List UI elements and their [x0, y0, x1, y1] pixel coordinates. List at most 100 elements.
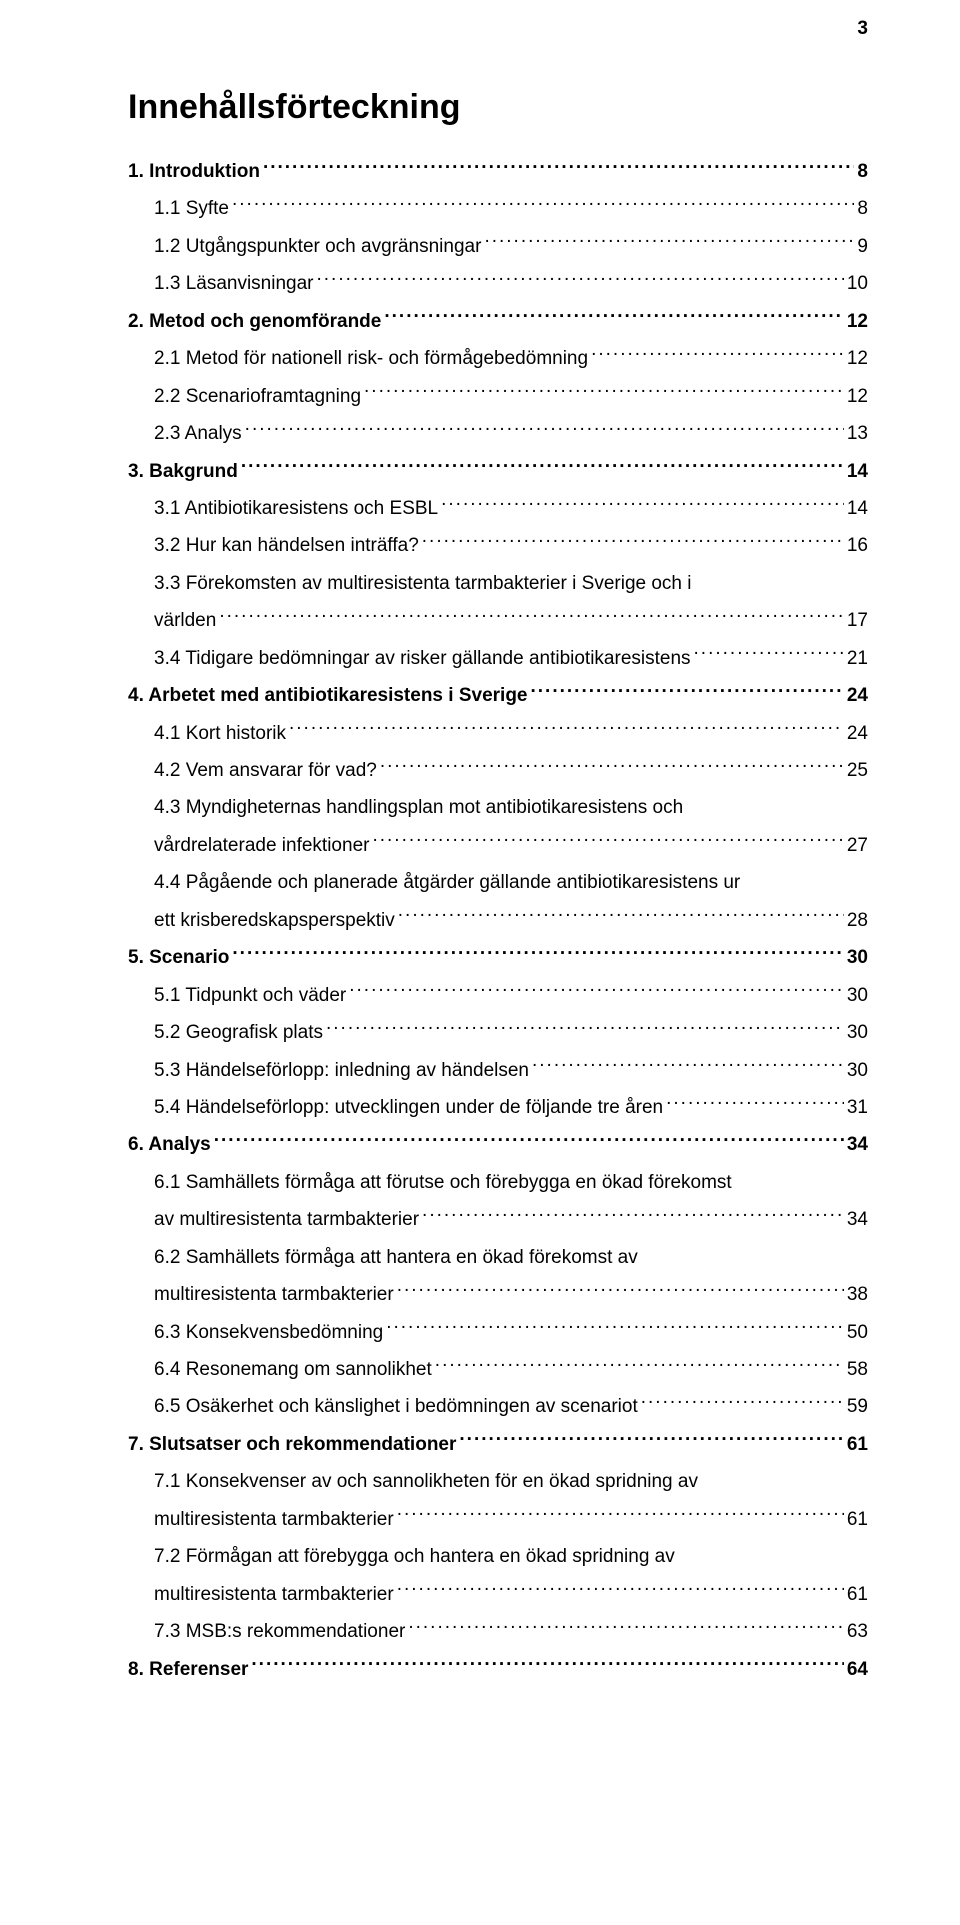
toc-entry-page: 24 — [847, 681, 868, 710]
toc-entry: 4. Arbetet med antibiotikaresistens i Sv… — [128, 677, 868, 714]
toc-entry-page: 9 — [857, 232, 868, 261]
toc-entry-page: 31 — [847, 1093, 868, 1122]
toc-entry: 5. Scenario30 — [128, 939, 868, 976]
toc-entry-page: 50 — [847, 1318, 868, 1347]
toc-entry: 3. Bakgrund 14 — [128, 453, 868, 490]
toc-leader — [397, 1281, 844, 1300]
toc-entry: 3.1 Antibiotikaresistens och ESBL14 — [128, 490, 868, 527]
toc-entry-label: 6.1 Samhällets förmåga att förutse och f… — [154, 1168, 732, 1197]
toc-leader — [531, 682, 844, 701]
toc-entry-label: 2.2 Scenarioframtagning — [154, 382, 361, 411]
toc-entry-label: 2.3 Analys — [154, 419, 242, 448]
toc-entry-label: 6. Analys — [128, 1130, 211, 1159]
toc-leader — [397, 1506, 844, 1525]
toc-entry: multiresistenta tarmbakterier 61 — [128, 1501, 868, 1538]
toc-entry-label: 5. Scenario — [128, 943, 229, 972]
toc-entry: 7. Slutsatser och rekommendationer 61 — [128, 1426, 868, 1463]
toc-entry-page: 21 — [847, 644, 868, 673]
toc-entry-page: 63 — [847, 1617, 868, 1646]
toc-entry: 2. Metod och genomförande12 — [128, 303, 868, 340]
toc-entry: 4.4 Pågående och planerade åtgärder gäll… — [128, 864, 868, 901]
toc-leader — [441, 495, 844, 514]
toc-leader — [666, 1094, 844, 1113]
toc-entry: 1.1 Syfte 8 — [128, 190, 868, 227]
toc-entry-page: 17 — [847, 606, 868, 635]
toc-entry-label: multiresistenta tarmbakterier — [154, 1505, 394, 1534]
toc-entry: ett krisberedskapsperspektiv 28 — [128, 902, 868, 939]
toc-entry-page: 16 — [847, 531, 868, 560]
toc-entry-label: 4.1 Kort historik — [154, 719, 286, 748]
toc-entry-page: 34 — [847, 1130, 868, 1159]
toc-entry-page: 27 — [847, 831, 868, 860]
toc-leader — [694, 645, 844, 664]
toc-entry-page: 64 — [847, 1655, 868, 1684]
toc-entry: 2.2 Scenarioframtagning 12 — [128, 378, 868, 415]
toc-entry: 7.3 MSB:s rekommendationer63 — [128, 1613, 868, 1650]
toc-entry: 4.3 Myndigheternas handlingsplan mot ant… — [128, 789, 868, 826]
toc-leader — [219, 607, 844, 626]
toc-entry: 5.2 Geografisk plats30 — [128, 1014, 868, 1051]
toc-entry-label: 2.1 Metod för nationell risk- och förmåg… — [154, 344, 588, 373]
toc-entry-label: 1.1 Syfte — [154, 194, 229, 223]
toc-entry: vårdrelaterade infektioner 27 — [128, 827, 868, 864]
toc-entry-label: vårdrelaterade infektioner — [154, 831, 369, 860]
toc-entry-label: 4. Arbetet med antibiotikaresistens i Sv… — [128, 681, 528, 710]
toc-list: 1. Introduktion81.1 Syfte81.2 Utgångspun… — [128, 153, 868, 1688]
toc-entry: 4.2 Vem ansvarar för vad?25 — [128, 752, 868, 789]
toc-leader — [364, 383, 844, 402]
toc-entry: 5.4 Händelseförlopp: utvecklingen under … — [128, 1089, 868, 1126]
toc-leader — [484, 233, 854, 252]
toc-entry-page: 24 — [847, 719, 868, 748]
toc-leader — [397, 1581, 844, 1600]
toc-entry-page: 38 — [847, 1280, 868, 1309]
toc-entry-label: multiresistenta tarmbakterier — [154, 1580, 394, 1609]
toc-leader — [349, 982, 844, 1001]
toc-entry-page: 8 — [857, 157, 868, 186]
page: 3 Innehållsförteckning 1. Introduktion81… — [0, 0, 960, 1748]
toc-leader — [245, 420, 844, 439]
toc-leader — [232, 944, 843, 963]
toc-leader — [641, 1393, 844, 1412]
toc-entry: 6.2 Samhällets förmåga att hantera en ök… — [128, 1239, 868, 1276]
toc-entry-page: 12 — [847, 382, 868, 411]
toc-entry: 1.3 Läsanvisningar10 — [128, 265, 868, 302]
toc-entry-label: 5.1 Tidpunkt och väder — [154, 981, 346, 1010]
toc-leader — [241, 458, 844, 477]
toc-entry-label: 3.4 Tidigare bedömningar av risker gälla… — [154, 644, 691, 673]
toc-entry: 1. Introduktion8 — [128, 153, 868, 190]
toc-leader — [422, 1206, 844, 1225]
toc-leader — [317, 270, 844, 289]
toc-leader — [263, 158, 854, 177]
toc-entry: 7.2 Förmågan att förebygga och hantera e… — [128, 1538, 868, 1575]
toc-entry-page: 14 — [847, 457, 868, 486]
toc-entry-page: 12 — [847, 307, 868, 336]
toc-entry-page: 34 — [847, 1205, 868, 1234]
toc-entry-label: 7. Slutsatser och rekommendationer — [128, 1430, 456, 1459]
toc-entry: 3.2 Hur kan händelsen inträffa?16 — [128, 527, 868, 564]
toc-title: Innehållsförteckning — [128, 88, 868, 127]
toc-entry: 7.1 Konsekvenser av och sannolikheten fö… — [128, 1463, 868, 1500]
toc-leader — [422, 532, 844, 551]
toc-entry-label: 7.2 Förmågan att förebygga och hantera e… — [154, 1542, 675, 1571]
page-number: 3 — [857, 18, 868, 40]
toc-entry: 6. Analys 34 — [128, 1126, 868, 1163]
toc-entry: multiresistenta tarmbakterier61 — [128, 1576, 868, 1613]
toc-entry-page: 61 — [847, 1505, 868, 1534]
toc-entry-label: 6.5 Osäkerhet och känslighet i bedömning… — [154, 1392, 638, 1421]
toc-leader — [532, 1057, 844, 1076]
toc-leader — [214, 1131, 844, 1150]
toc-entry-page: 25 — [847, 756, 868, 785]
toc-leader — [372, 832, 843, 851]
toc-leader — [232, 195, 854, 214]
toc-leader — [380, 757, 844, 776]
toc-entry-page: 28 — [847, 906, 868, 935]
toc-entry-page: 8 — [857, 194, 868, 223]
toc-entry-label: 3. Bakgrund — [128, 457, 238, 486]
toc-leader — [384, 308, 844, 327]
toc-entry-page: 61 — [847, 1430, 868, 1459]
toc-entry-page: 59 — [847, 1392, 868, 1421]
toc-entry: 4.1 Kort historik 24 — [128, 715, 868, 752]
toc-entry-label: 1.3 Läsanvisningar — [154, 269, 314, 298]
toc-entry-label: 8. Referenser — [128, 1655, 248, 1684]
toc-entry-label: ett krisberedskapsperspektiv — [154, 906, 395, 935]
